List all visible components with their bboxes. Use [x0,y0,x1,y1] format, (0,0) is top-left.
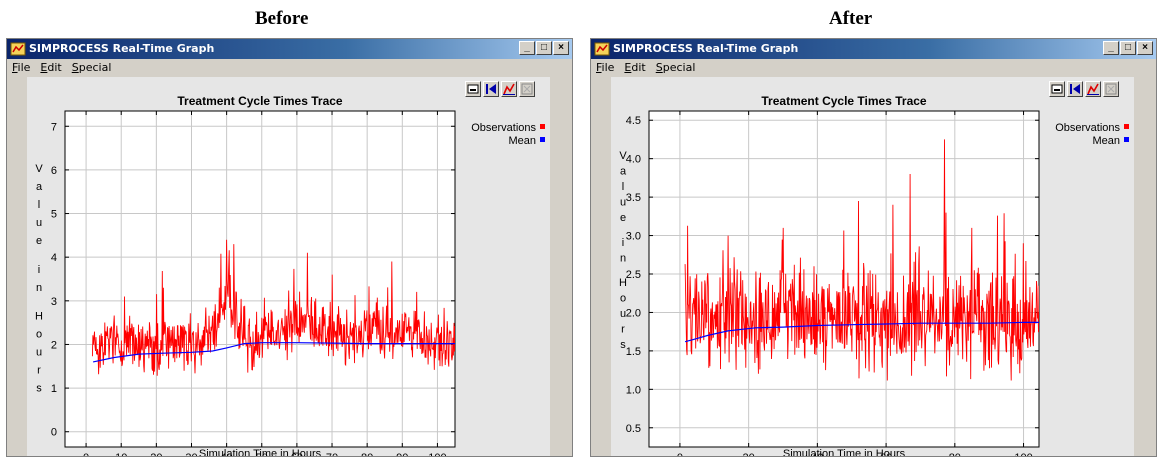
chart-title: Treatment Cycle Times Trace [177,94,343,108]
close-button[interactable]: × [553,41,569,55]
plot-frame [64,110,456,448]
right-frame-strip [1134,77,1156,456]
chart-area: Treatment Cycle Times Trace0102030405060… [27,77,551,457]
menu-edit[interactable]: Edit [40,61,62,74]
legend-swatch [1124,124,1129,129]
expand-icon[interactable] [519,81,535,97]
title-bar[interactable]: SIMPROCESS Real-Time Graph _ □ × [591,39,1156,59]
x-tick-label: 90 [396,452,408,457]
legend-swatch [540,124,545,129]
x-tick-label: 60 [291,452,303,457]
x-tick-label: 0 [83,452,89,457]
x-tick-label: 80 [361,452,373,457]
x-tick-label: 0 [677,452,683,457]
close-button[interactable]: × [1137,41,1153,55]
x-axis-label: Simulation Time in Hours [199,448,322,457]
x-tick-label: 100 [1014,452,1032,457]
observations-series-line [684,139,1039,381]
x-tick-label: 50 [256,452,268,457]
y-tick-label: 4.0 [626,154,641,166]
x-tick-label: 20 [150,452,162,457]
menu-special[interactable]: Special [655,61,696,74]
legend-label: Observations [471,122,536,134]
graph-options-icon[interactable] [501,81,517,97]
x-tick-label: 60 [880,452,892,457]
menu-file[interactable]: File [596,61,615,74]
graph-window: SIMPROCESS Real-Time Graph _ □ × File Edit Spe… [6,38,573,457]
x-tick-label: 10 [115,452,127,457]
y-tick-label: 1 [51,383,57,395]
x-tick-label: 30 [185,452,197,457]
y-tick-label: 3.5 [626,192,641,204]
y-tick-label: 7 [51,121,57,133]
plot-area [64,110,456,448]
x-tick-label: 40 [811,452,823,457]
trace-chart: Treatment Cycle Times Trace0102030405060… [35,94,545,457]
y-tick-label: 1.0 [626,384,641,396]
x-tick-label: 20 [743,452,755,457]
mean-series-line [92,342,455,363]
app-icon [594,41,610,57]
mean-series-line [684,321,1039,343]
legend-swatch [540,137,545,142]
y-tick-label: 6 [51,165,57,177]
print-icon[interactable] [465,81,481,97]
title-bar[interactable]: SIMPROCESS Real-Time Graph _ □ × [7,39,572,59]
y-tick-label: 3 [51,296,57,308]
rewind-icon[interactable] [483,81,499,97]
chart-title: Treatment Cycle Times Trace [761,94,927,108]
x-tick-label: 100 [428,452,446,457]
plot-frame [648,110,1040,448]
menu-file[interactable]: File [12,61,31,74]
x-tick-label: 80 [949,452,961,457]
menu-bar: File Edit Special [591,59,1156,77]
y-tick-label: 2.5 [626,269,641,281]
y-tick-label: 0.5 [626,423,641,435]
minimize-button[interactable]: _ [519,41,535,55]
legend-label: Mean [1092,135,1120,147]
chart-area: Treatment Cycle Times Trace 0 20 40 60 80 100 0… [611,77,1135,457]
right-frame-strip [550,77,572,456]
x-axis-label: Simulation Time in Hours [783,448,906,457]
y-tick-label: 4.5 [626,115,641,127]
menu-special[interactable]: Special [71,61,112,74]
menu-edit[interactable]: Edit [624,61,646,74]
minimize-button[interactable]: _ [1103,41,1119,55]
graph-window: SIMPROCESS Real-Time Graph _ □ × File Edit Spe… [590,38,1157,457]
legend-swatch [1124,137,1129,142]
x-tick-label: 70 [326,452,338,457]
legend-label: Mean [508,135,536,147]
app-icon [10,41,26,57]
panel-caption: Before [255,8,309,29]
maximize-button[interactable]: □ [1120,41,1136,55]
trace-chart: Treatment Cycle Times Trace 0 20 40 60 80 100 0… [619,94,1129,457]
window-title: SIMPROCESS Real-Time Graph [29,42,215,55]
window-title: SIMPROCESS Real-Time Graph [613,42,799,55]
rewind-icon[interactable] [1067,81,1083,97]
maximize-button[interactable]: □ [536,41,552,55]
y-tick-label: 5 [51,209,57,221]
y-tick-label: 3.0 [626,231,641,243]
menu-bar: File Edit Special [7,59,572,77]
x-tick-label: 40 [220,452,232,457]
expand-icon[interactable] [1103,81,1119,97]
graph-options-icon[interactable] [1085,81,1101,97]
legend-label: Observations [1055,122,1120,134]
y-tick-label: 4 [51,252,57,264]
y-tick-label: 1.5 [626,346,641,358]
print-icon[interactable] [1049,81,1065,97]
y-tick-label: 2 [51,339,57,351]
panel-caption: After [829,8,873,29]
y-tick-label: 0 [51,427,57,439]
y-tick-label: 2.0 [626,307,641,319]
